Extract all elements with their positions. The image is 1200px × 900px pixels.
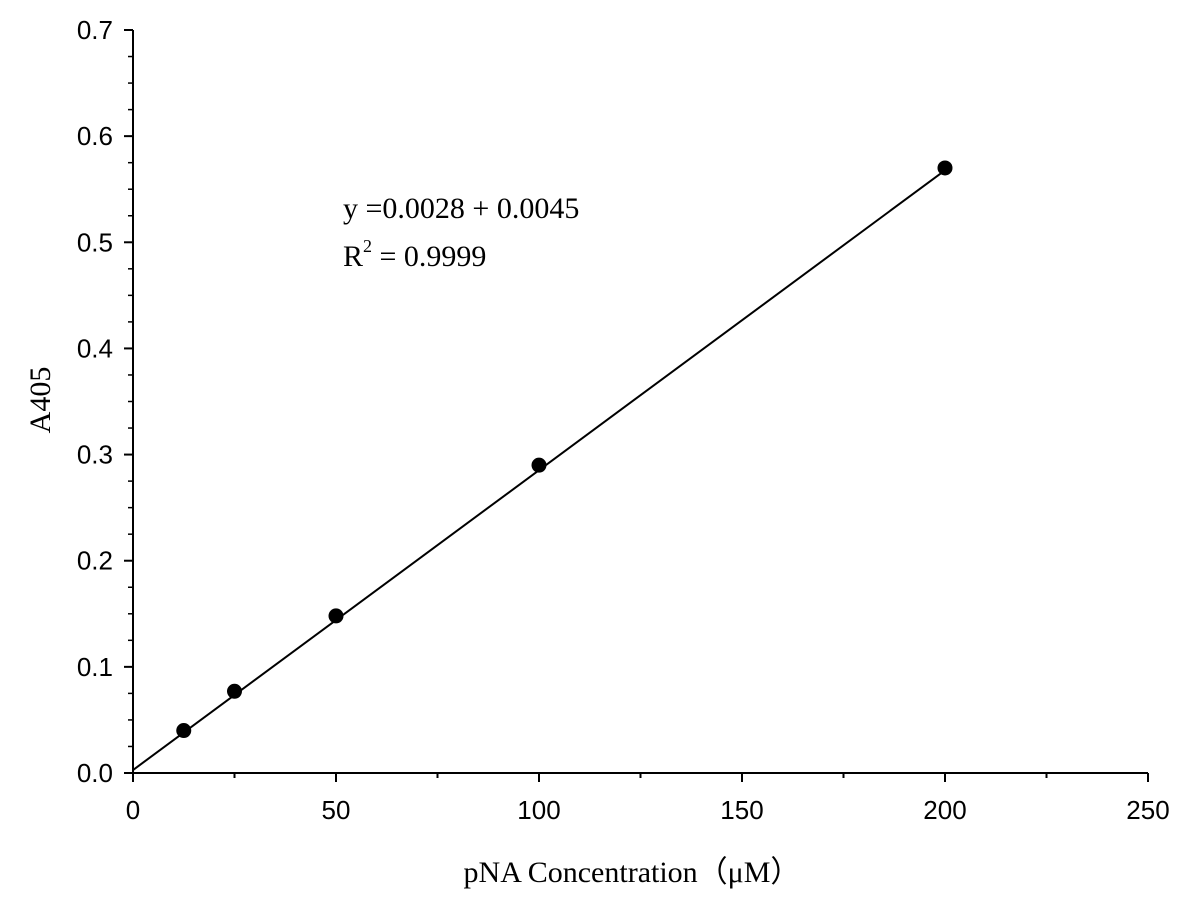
data-point (531, 457, 547, 473)
y-axis-ticks: 0.0 0.1 0.2 0.3 0.4 0.5 0.6 0.7 (77, 15, 133, 788)
x-axis-ticks: 0 50 100 150 200 250 (126, 773, 1170, 825)
x-tick-label: 100 (517, 795, 560, 825)
fit-equation: y =0.0028 + 0.0045 (343, 192, 579, 225)
data-point (937, 160, 953, 176)
r-symbol: R (343, 240, 363, 273)
x-axis-title: pNA Concentration（μM） (464, 856, 801, 889)
x-tick-label: 250 (1126, 795, 1169, 825)
y-tick-label: 0.0 (77, 758, 113, 788)
x-tick-label: 200 (923, 795, 966, 825)
r-squared-superscript: 2 (363, 236, 372, 256)
y-tick-label: 0.3 (77, 440, 113, 470)
y-tick-label: 0.2 (77, 546, 113, 576)
r-squared-label: R2 = 0.9999 (343, 236, 486, 273)
y-tick-label: 0.5 (77, 227, 113, 257)
data-point (328, 608, 344, 624)
axes (132, 30, 1148, 774)
data-points (176, 160, 953, 739)
y-tick-label: 0.4 (77, 333, 113, 363)
y-axis-title: A405 (24, 367, 57, 434)
data-point (227, 683, 242, 699)
data-point (176, 723, 192, 739)
x-tick-label: 150 (720, 795, 763, 825)
y-tick-label: 0.6 (77, 121, 113, 151)
y-tick-label: 0.1 (77, 652, 113, 682)
y-tick-label: 0.7 (77, 15, 113, 45)
x-tick-label: 0 (126, 795, 140, 825)
r-squared-value: = 0.9999 (372, 240, 486, 273)
x-tick-label: 50 (322, 795, 351, 825)
